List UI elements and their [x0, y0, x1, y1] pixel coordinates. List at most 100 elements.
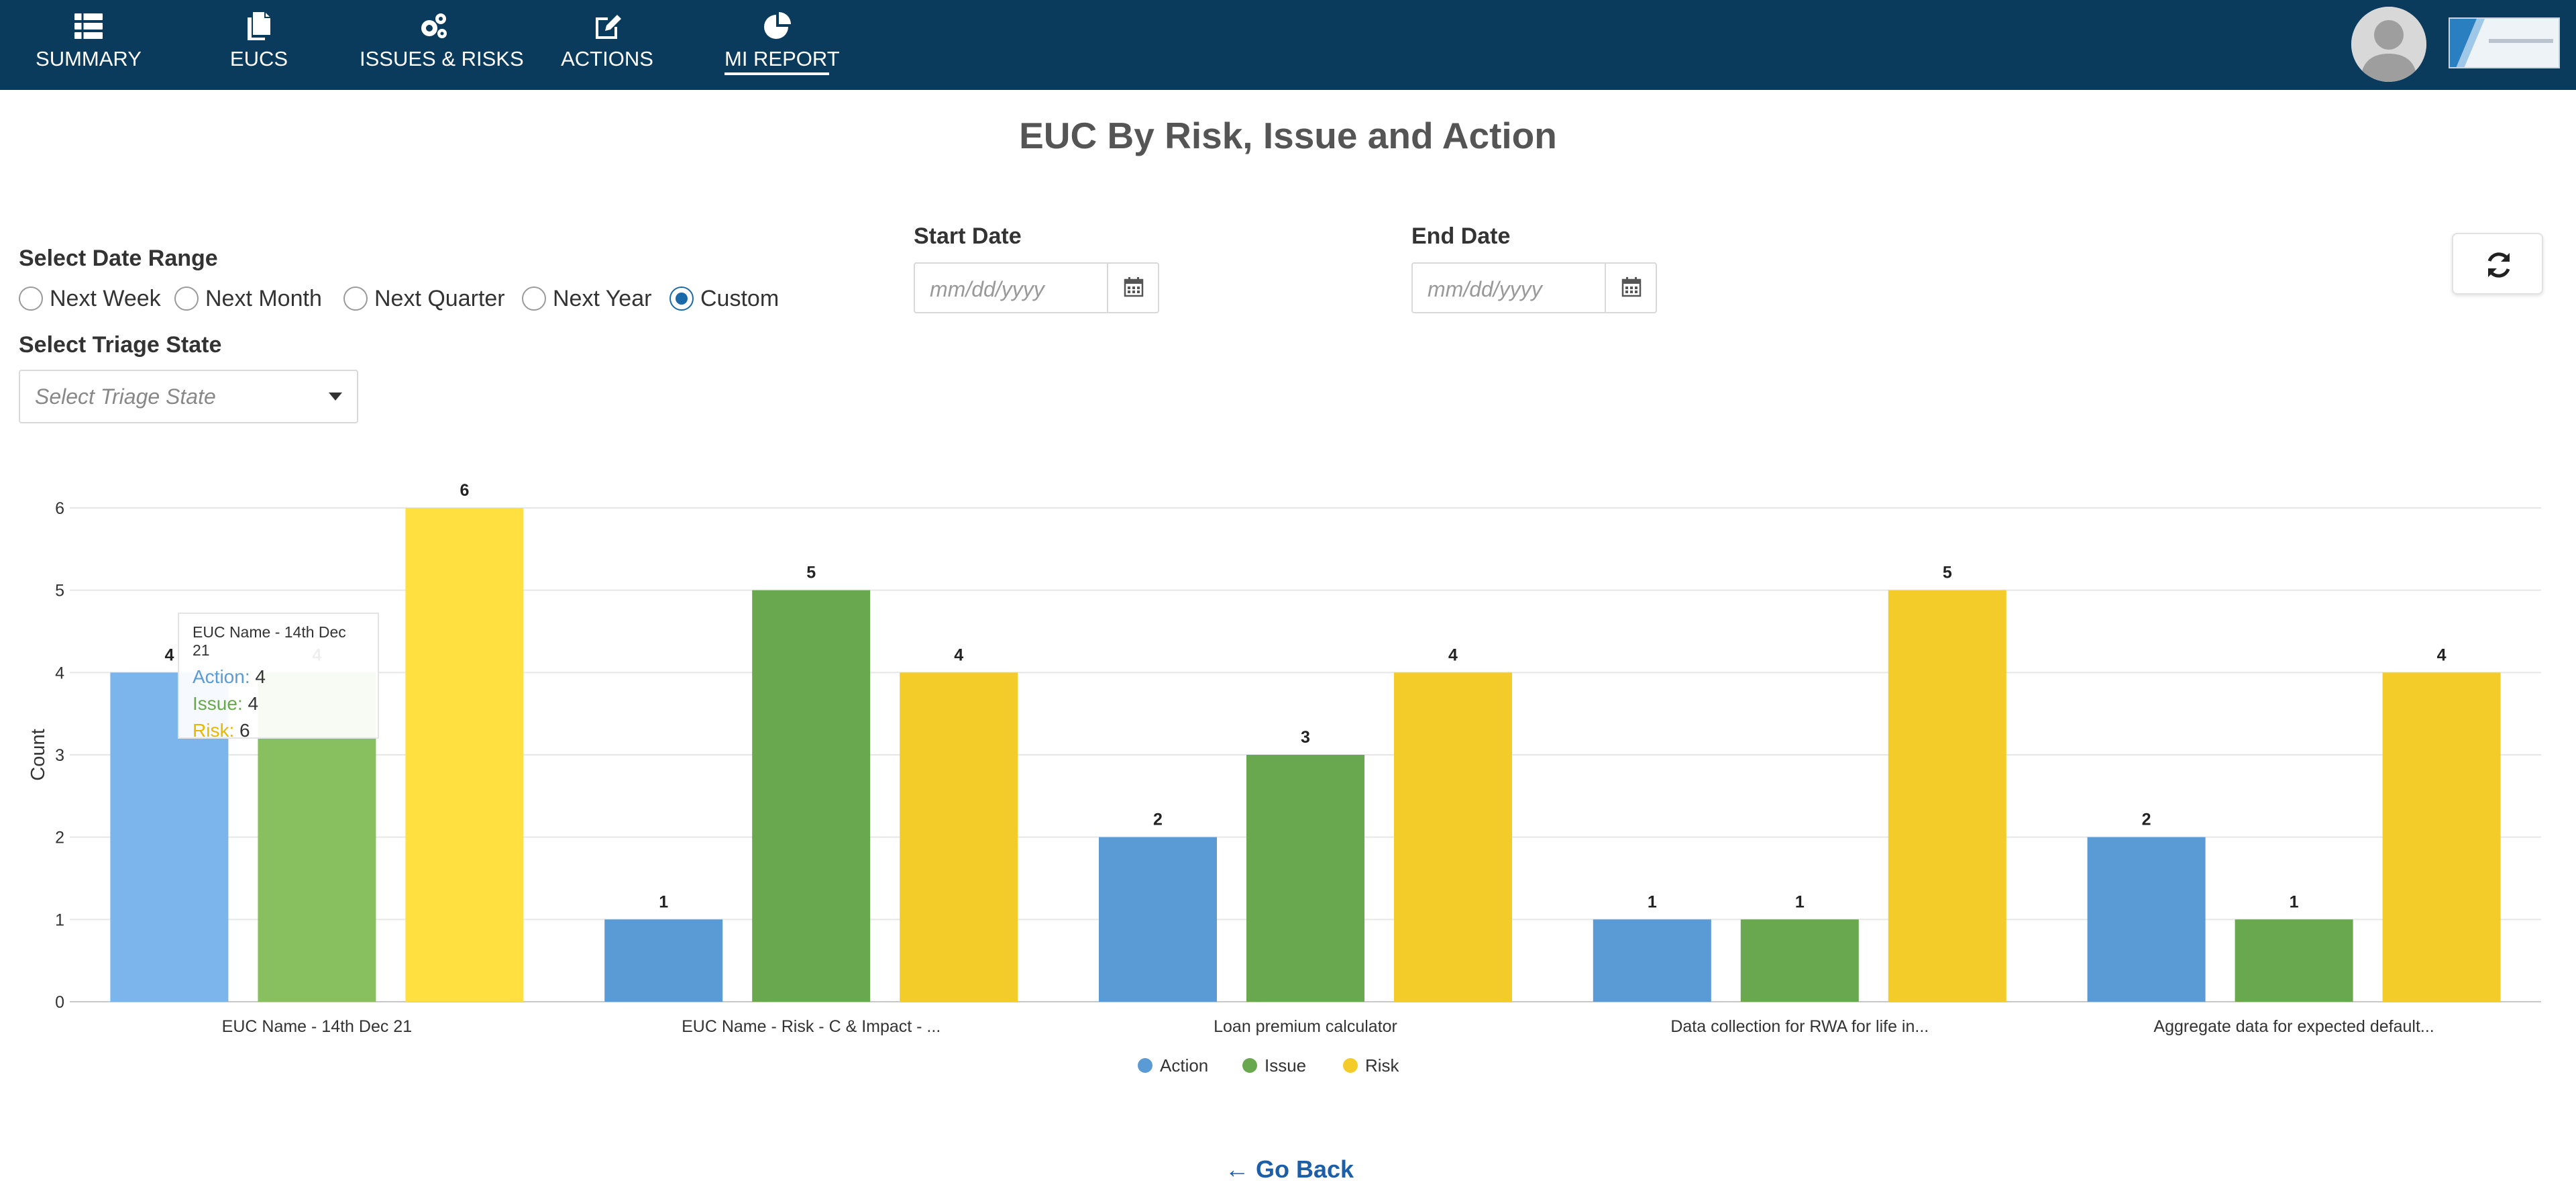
- go-back-label: Go Back: [1256, 1155, 1354, 1183]
- start-date-field[interactable]: mm/dd/yyyy: [914, 262, 1159, 313]
- tooltip-key-action: Action: [193, 666, 245, 687]
- bar-issue[interactable]: [752, 590, 871, 1002]
- bar-risk[interactable]: [1888, 590, 2006, 1002]
- tooltip-row-action: Action: 4: [193, 666, 266, 687]
- legend-label-action[interactable]: Action: [1160, 1055, 1208, 1076]
- nav-item-issues-risks[interactable]: ISSUES & RISKS: [360, 0, 524, 90]
- refresh-icon: [2487, 252, 2510, 278]
- tooltip-row-issue: Issue: 4: [193, 693, 259, 714]
- data-label: 5: [1943, 564, 1952, 582]
- y-tick-label: 0: [55, 993, 64, 1012]
- data-label: 1: [1648, 892, 1657, 911]
- start-date-label: Start Date: [914, 223, 1022, 249]
- bar-action[interactable]: [1099, 837, 1217, 1002]
- radio-circle: [343, 286, 368, 311]
- nav-label-mi-report: MI REPORT: [724, 47, 840, 70]
- data-label: 1: [659, 892, 668, 911]
- triage-state-placeholder: Select Triage State: [35, 384, 216, 409]
- data-label: 5: [806, 564, 816, 582]
- nav-item-actions[interactable]: ACTIONS: [558, 0, 656, 90]
- y-tick-label: 1: [55, 910, 64, 929]
- bar-action[interactable]: [2087, 837, 2206, 1002]
- data-label: 4: [164, 645, 174, 664]
- y-tick-label: 5: [55, 582, 64, 601]
- x-category-label: Loan premium calculator: [1214, 1017, 1397, 1036]
- bar-risk[interactable]: [900, 672, 1018, 1002]
- tooltip-value-issue: 4: [248, 693, 259, 714]
- date-range-label: Select Date Range: [19, 246, 218, 271]
- radio-circle: [174, 286, 199, 311]
- data-label: 3: [1301, 728, 1310, 747]
- edit-icon: [596, 15, 621, 39]
- end-date-calendar-button[interactable]: [1605, 264, 1656, 312]
- refresh-button[interactable]: [2452, 233, 2543, 295]
- bar-issue[interactable]: [2235, 919, 2353, 1002]
- gears-icon: [421, 13, 447, 38]
- y-tick-label: 6: [55, 499, 64, 518]
- active-tab-indicator: [724, 72, 829, 75]
- page-title: EUC By Risk, Issue and Action: [1019, 115, 1557, 156]
- radio-circle: [19, 286, 43, 311]
- data-label: 1: [2290, 892, 2299, 911]
- bar-issue[interactable]: [1246, 755, 1364, 1002]
- list-icon: [74, 13, 103, 39]
- y-axis-title: Count: [28, 729, 49, 780]
- nav-label-issues-risks: ISSUES & RISKS: [360, 47, 524, 70]
- nav-label-eucs: EUCS: [229, 47, 288, 70]
- user-silhouette-icon: [2351, 7, 2426, 82]
- euc-bar-chart: 0 1 2 3 4 5 6 Count 4 4 6 EUC Name - 14th Dec 21 1 5 4…: [28, 481, 2541, 1076]
- chart-tooltip: EUC Name - 14th Dec 21 Action: 4 Issue: …: [178, 613, 379, 741]
- top-nav-bar: SUMMARY EUCS ISSUES & RISKS ACTIONS: [0, 0, 2576, 90]
- caret-down-icon: [329, 393, 342, 401]
- bar-risk[interactable]: [1394, 672, 1512, 1002]
- end-date-label: End Date: [1411, 223, 1511, 249]
- user-avatar[interactable]: [2351, 7, 2426, 82]
- radio-label: Custom: [700, 286, 780, 311]
- radio-circle-selected: [669, 286, 694, 311]
- data-label: 2: [2142, 811, 2151, 829]
- calendar-icon: [1621, 277, 1642, 297]
- bar-issue[interactable]: [1740, 919, 1859, 1002]
- radio-label: Next Year: [553, 286, 652, 311]
- legend-marker-issue[interactable]: [1242, 1058, 1257, 1073]
- logo-image: [2450, 19, 2559, 67]
- legend-marker-action[interactable]: [1138, 1058, 1152, 1073]
- legend-label-risk[interactable]: Risk: [1365, 1055, 1400, 1076]
- data-label: 6: [460, 481, 469, 500]
- y-tick-label: 2: [55, 829, 64, 847]
- tooltip-key-risk: Risk: [193, 720, 229, 741]
- x-category-label: Aggregate data for expected default...: [2153, 1017, 2434, 1036]
- radio-circle: [522, 286, 546, 311]
- go-back-link[interactable]: ← Go Back: [1225, 1155, 1354, 1184]
- end-date-field[interactable]: mm/dd/yyyy: [1411, 262, 1657, 313]
- triage-state-select[interactable]: Select Triage State: [19, 370, 358, 423]
- nav-item-eucs[interactable]: EUCS: [225, 0, 292, 90]
- radio-label: Next Month: [205, 286, 322, 311]
- calendar-icon: [1124, 277, 1144, 297]
- legend-marker-risk[interactable]: [1343, 1058, 1358, 1073]
- tooltip-title: EUC Name - 14th Dec 21: [193, 623, 346, 659]
- nav-label-actions: ACTIONS: [561, 47, 653, 70]
- bar-action[interactable]: [604, 919, 723, 1002]
- tooltip-row-risk: Risk: 6: [193, 720, 250, 741]
- data-label: 4: [954, 645, 963, 664]
- triage-state-label: Select Triage State: [19, 332, 222, 358]
- data-label: 2: [1153, 811, 1163, 829]
- data-label: 4: [1448, 645, 1458, 664]
- nav-item-summary[interactable]: SUMMARY: [27, 0, 150, 90]
- legend-label-issue[interactable]: Issue: [1265, 1055, 1306, 1076]
- bar-action[interactable]: [1593, 919, 1711, 1002]
- arrow-left-icon: ←: [1225, 1155, 1256, 1183]
- data-label: 4: [2437, 645, 2447, 664]
- radio-label: Next Week: [50, 286, 161, 311]
- tooltip-value-risk: 6: [239, 720, 250, 741]
- documents-icon: [248, 12, 270, 40]
- bar-risk[interactable]: [2382, 672, 2501, 1002]
- data-label: 1: [1795, 892, 1805, 911]
- nav-label-summary: SUMMARY: [36, 47, 142, 70]
- start-date-calendar-button[interactable]: [1107, 264, 1158, 312]
- nav-item-mi-report[interactable]: MI REPORT: [724, 0, 840, 90]
- tooltip-value-action: 4: [255, 666, 266, 687]
- pie-chart-icon: [764, 12, 791, 39]
- bar-risk[interactable]: [405, 508, 524, 1002]
